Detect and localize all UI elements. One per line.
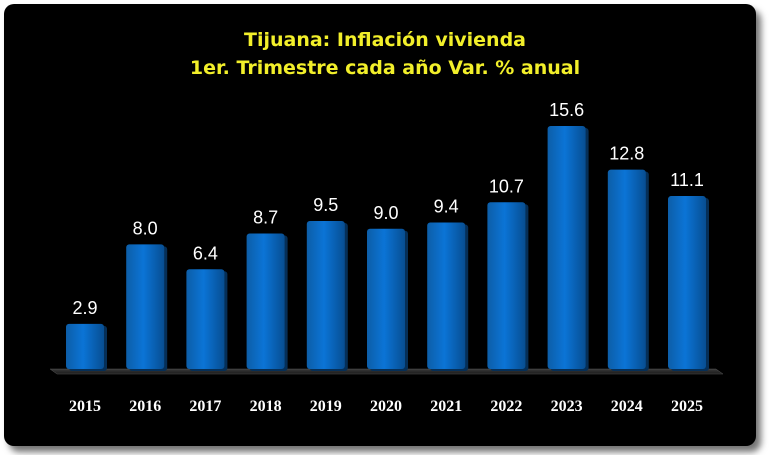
chart-title: Tijuana: Inflación vivienda (244, 29, 526, 51)
x-tick-2015: 2015 (69, 398, 101, 415)
bar-2018 (246, 233, 285, 369)
bar-2020 (367, 228, 405, 369)
data-label-2016: 8.0 (133, 218, 158, 238)
x-tick-2019: 2019 (310, 398, 342, 415)
data-label-2015: 2.9 (72, 298, 97, 318)
data-label-2025: 11.1 (670, 170, 704, 190)
chart-subtitle: 1er. Trimestre cada año Var. % anual (189, 57, 581, 79)
x-tick-2023: 2023 (551, 398, 583, 415)
x-tick-2018: 2018 (250, 398, 282, 415)
bar-2017 (186, 269, 225, 369)
data-label-2024: 12.8 (609, 144, 644, 164)
bar-2015 (66, 323, 104, 369)
data-label-2021: 9.4 (434, 197, 459, 217)
bar-2019 (306, 220, 345, 369)
bar-2021 (427, 222, 466, 369)
data-label-2020: 9.0 (373, 203, 398, 223)
data-label-2018: 8.7 (253, 207, 278, 227)
bar-2023 (547, 125, 586, 370)
bar-2022 (487, 202, 526, 369)
x-tick-2024: 2024 (611, 398, 643, 415)
x-tick-2020: 2020 (370, 398, 402, 415)
x-tick-2022: 2022 (490, 398, 522, 415)
x-tick-2021: 2021 (430, 398, 462, 415)
bar-2016 (126, 244, 165, 369)
x-tick-2016: 2016 (129, 398, 161, 415)
data-label-2022: 10.7 (489, 176, 524, 196)
data-label-2019: 9.5 (313, 195, 338, 215)
x-tick-2025: 2025 (671, 398, 703, 415)
bar-2024 (607, 169, 646, 369)
data-label-2023: 15.6 (549, 100, 584, 120)
data-label-2017: 6.4 (193, 243, 218, 263)
bar-2025 (668, 196, 706, 369)
x-tick-2017: 2017 (189, 398, 221, 415)
